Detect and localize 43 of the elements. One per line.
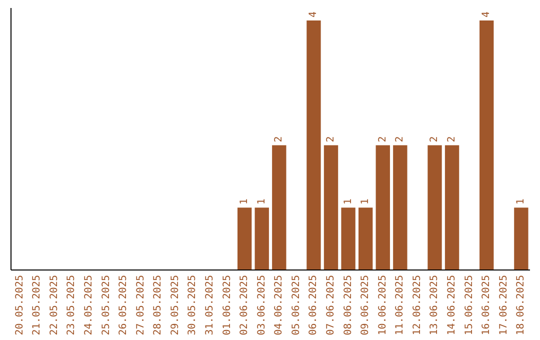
data-label: 1 (360, 198, 372, 205)
x-tick-label: 21.05.2025 (32, 275, 43, 336)
x-tick-label: 25.05.2025 (100, 275, 112, 336)
data-label: 1 (256, 198, 268, 205)
x-tick-label: 30.05.2025 (187, 275, 198, 336)
data-label: 1 (239, 198, 250, 205)
x-tick-label: 23.05.2025 (66, 275, 78, 336)
data-label: 1 (342, 198, 354, 205)
data-label: 2 (394, 136, 406, 142)
data-label: 1 (516, 198, 527, 205)
x-tick-label: 05.06.2025 (290, 275, 302, 336)
x-tick-label: 14.06.2025 (446, 275, 458, 336)
x-tick-label: 08.06.2025 (342, 275, 354, 336)
x-tick-label: 15.06.2025 (464, 275, 475, 336)
x-tick-label: 11.06.2025 (394, 275, 406, 336)
x-tick-label: 29.05.2025 (170, 275, 181, 336)
x-tick-label: 12.06.2025 (412, 275, 423, 336)
x-tick-label: 04.06.2025 (274, 275, 285, 336)
x-tick-label: 27.05.2025 (135, 275, 146, 336)
x-tick-label: 07.06.2025 (326, 275, 337, 336)
x-tick-label: 31.05.2025 (204, 275, 216, 336)
data-label: 4 (481, 11, 492, 18)
x-tick-label: 13.06.2025 (429, 275, 440, 336)
data-label: 2 (326, 136, 337, 142)
x-tick-label: 28.05.2025 (152, 275, 164, 336)
x-tick-label: 17.06.2025 (498, 275, 510, 336)
x-tick-label: 22.05.2025 (48, 275, 60, 336)
data-label: 4 (308, 11, 320, 18)
x-tick-label: 09.06.2025 (360, 275, 372, 336)
x-tick-label: 03.06.2025 (256, 275, 268, 336)
x-tick-label: 06.06.2025 (308, 275, 320, 336)
x-tick-label: 18.06.2025 (516, 275, 527, 336)
data-label: 2 (377, 136, 388, 142)
x-tick-label: 01.06.2025 (222, 275, 233, 336)
x-tick-label: 20.05.2025 (14, 275, 26, 336)
x-tick-label: 24.05.2025 (83, 275, 94, 336)
x-tick-label: 02.06.2025 (239, 275, 250, 336)
x-tick-label: 10.06.2025 (377, 275, 388, 336)
x-tick-label: 16.06.2025 (481, 275, 492, 336)
x-tick-label: 26.05.2025 (118, 275, 130, 336)
data-label: 2 (429, 136, 440, 142)
data-label: 2 (446, 136, 458, 142)
data-label: 2 (274, 136, 285, 142)
